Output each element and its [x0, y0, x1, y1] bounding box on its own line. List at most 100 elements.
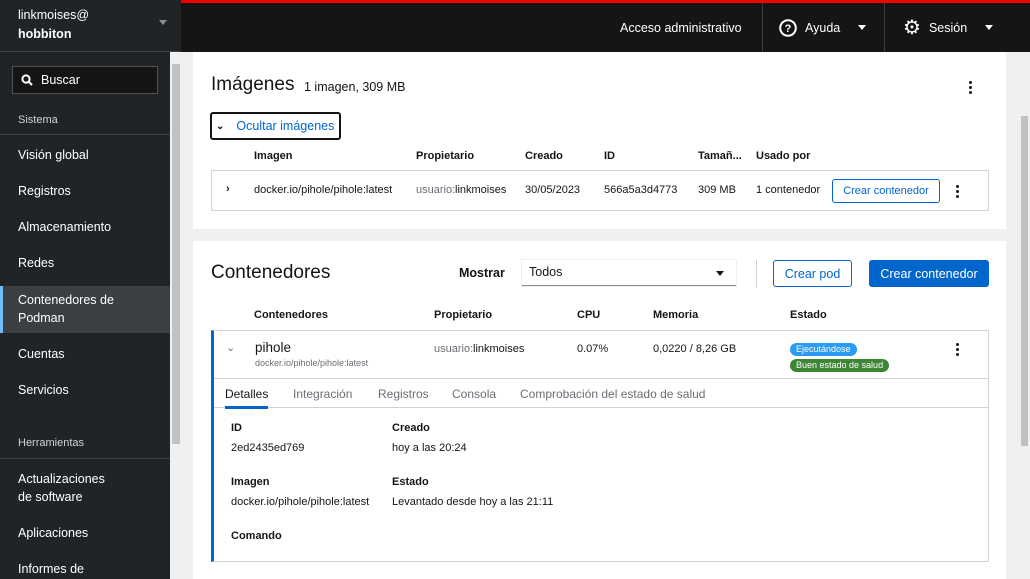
container-row: ⌄ pihole docker.io/pihole/pihole:latest …: [211, 330, 989, 562]
col-created[interactable]: Creado: [525, 150, 563, 162]
nav-storage[interactable]: Almacenamiento: [18, 220, 112, 234]
show-value: Todos: [529, 265, 563, 279]
nav-overview[interactable]: Visión global: [18, 148, 89, 162]
owner: linkmoises: [455, 184, 507, 196]
host-switcher[interactable]: linkmoises@ hobbiton: [0, 0, 181, 52]
create-pod-button[interactable]: Crear pod: [773, 260, 852, 287]
col-image[interactable]: Imagen: [254, 150, 293, 162]
host-name: hobbiton: [18, 27, 72, 41]
col-containers[interactable]: Contenedores: [254, 309, 328, 321]
tab-logs[interactable]: Registros: [378, 387, 429, 401]
help-label: Ayuda: [805, 20, 841, 35]
health-badge: Buen estado de salud: [790, 359, 890, 372]
help-menu[interactable]: ? Ayuda: [779, 3, 867, 52]
images-summary: 1 imagen, 309 MB: [304, 80, 406, 94]
col-cpu[interactable]: CPU: [577, 309, 601, 321]
nav-applications[interactable]: Aplicaciones: [18, 526, 89, 540]
image-value: docker.io/pihole/pihole:latest: [231, 496, 370, 508]
divider: [762, 3, 763, 52]
user-name: linkmoises@: [18, 8, 90, 22]
owner-prefix: usuario:: [416, 184, 456, 196]
col-owner[interactable]: Propietario: [434, 309, 493, 321]
state-value: Levantado desde hoy a las 21:11: [392, 496, 554, 508]
created-value: hoy a las 20:24: [392, 442, 467, 454]
image-label: Imagen: [231, 476, 270, 488]
created: 30/05/2023: [525, 184, 581, 196]
state-label: Estado: [392, 476, 429, 488]
containers-title: Contenedores: [211, 262, 331, 283]
nav-services[interactable]: Servicios: [18, 383, 69, 397]
top-bar: Acceso administrativo ? Ayuda ⚙ Sesión: [181, 0, 1030, 52]
nav-reports[interactable]: Informes de: [18, 562, 85, 576]
col-size[interactable]: Tamañ...: [698, 150, 742, 162]
toggle-label: Ocultar imágenes: [236, 119, 335, 133]
containers-card: Contenedores Mostrar Todos Crear pod Cre…: [193, 241, 1006, 579]
nav-accounts[interactable]: Cuentas: [18, 347, 65, 361]
divider: [0, 134, 170, 135]
tab-integration[interactable]: Integración: [293, 387, 353, 401]
chevron-down-icon: ⌄: [216, 120, 225, 132]
nav-updates[interactable]: Actualizaciones de software: [18, 472, 105, 504]
nav-logs[interactable]: Registros: [18, 184, 71, 198]
tab-console[interactable]: Consola: [452, 387, 497, 401]
svg-text:?: ?: [785, 23, 792, 35]
created-label: Creado: [392, 422, 430, 434]
image-size: 309 MB: [698, 184, 736, 196]
session-menu[interactable]: ⚙ Sesión: [903, 3, 994, 52]
detail-tabs: Detalles Integración Registros Consola C…: [214, 378, 989, 409]
divider: [0, 458, 170, 459]
create-container-button[interactable]: Crear contenedor: [869, 260, 989, 287]
col-memory[interactable]: Memoria: [653, 309, 699, 321]
owner-prefix: usuario:: [434, 343, 474, 355]
create-container-from-image-button[interactable]: Crear contenedor: [832, 179, 940, 203]
search-placeholder: Buscar: [41, 73, 80, 87]
container-image: docker.io/pihole/pihole:latest: [255, 358, 369, 368]
caret-down-icon: [858, 25, 867, 30]
images-title: Imágenes: [211, 74, 295, 95]
kebab-icon[interactable]: [956, 343, 959, 358]
help-icon: ?: [779, 18, 797, 37]
search-icon: [21, 74, 33, 86]
gear-icon: ⚙: [903, 17, 921, 39]
caret-down-icon: [985, 25, 994, 30]
command-label: Comando: [231, 530, 282, 542]
kebab-icon[interactable]: [969, 81, 972, 96]
main-scroll-thumb[interactable]: [1021, 116, 1028, 446]
divider: [884, 3, 885, 52]
show-select[interactable]: Todos: [522, 260, 736, 286]
sidebar-scroll-thumb[interactable]: [172, 64, 180, 444]
image-name: docker.io/pihole/pihole:latest: [254, 184, 393, 196]
image-id: 566a5a3d4773: [604, 184, 678, 196]
status-badge: Ejecutándose: [790, 343, 857, 356]
divider: [756, 260, 757, 288]
main-scrollbar[interactable]: [1018, 52, 1030, 579]
images-card: Imágenes 1 imagen, 309 MB ⌄ Ocultar imáge…: [193, 52, 1006, 229]
col-state[interactable]: Estado: [790, 309, 827, 321]
caret-down-icon: [159, 20, 167, 25]
chevron-right-icon[interactable]: ›: [226, 183, 230, 195]
section-system: Sistema: [18, 114, 58, 126]
used-by: 1 contenedor: [756, 184, 821, 196]
id-label: ID: [231, 422, 242, 434]
sidebar: linkmoises@ hobbiton Buscar Sistema Visi…: [0, 0, 181, 579]
hide-images-toggle[interactable]: ⌄ Ocultar imágenes: [210, 112, 341, 140]
cpu: 0.07%: [577, 343, 609, 355]
col-owner[interactable]: Propietario: [416, 150, 475, 162]
container-name: pihole: [255, 340, 292, 355]
owner: linkmoises: [473, 343, 525, 355]
search-input[interactable]: Buscar: [12, 66, 158, 94]
admin-label: Acceso administrativo: [620, 20, 742, 35]
tab-health[interactable]: Comprobación del estado de salud: [520, 387, 706, 401]
nav-networks[interactable]: Redes: [18, 256, 55, 270]
col-used-by[interactable]: Usado por: [756, 150, 811, 162]
section-tools: Herramientas: [18, 437, 85, 449]
kebab-icon[interactable]: [956, 185, 959, 200]
tab-details[interactable]: Detalles: [225, 387, 269, 409]
col-id[interactable]: ID: [604, 150, 615, 162]
nav-podman[interactable]: Contenedores de Podman: [0, 286, 170, 333]
memory: 0,0220 / 8,26 GB: [653, 343, 737, 355]
admin-access-button[interactable]: Acceso administrativo: [620, 3, 742, 52]
caret-down-icon: [716, 271, 724, 276]
container-id: 2ed2435ed769: [231, 442, 305, 454]
chevron-down-icon[interactable]: ⌄: [226, 342, 236, 354]
